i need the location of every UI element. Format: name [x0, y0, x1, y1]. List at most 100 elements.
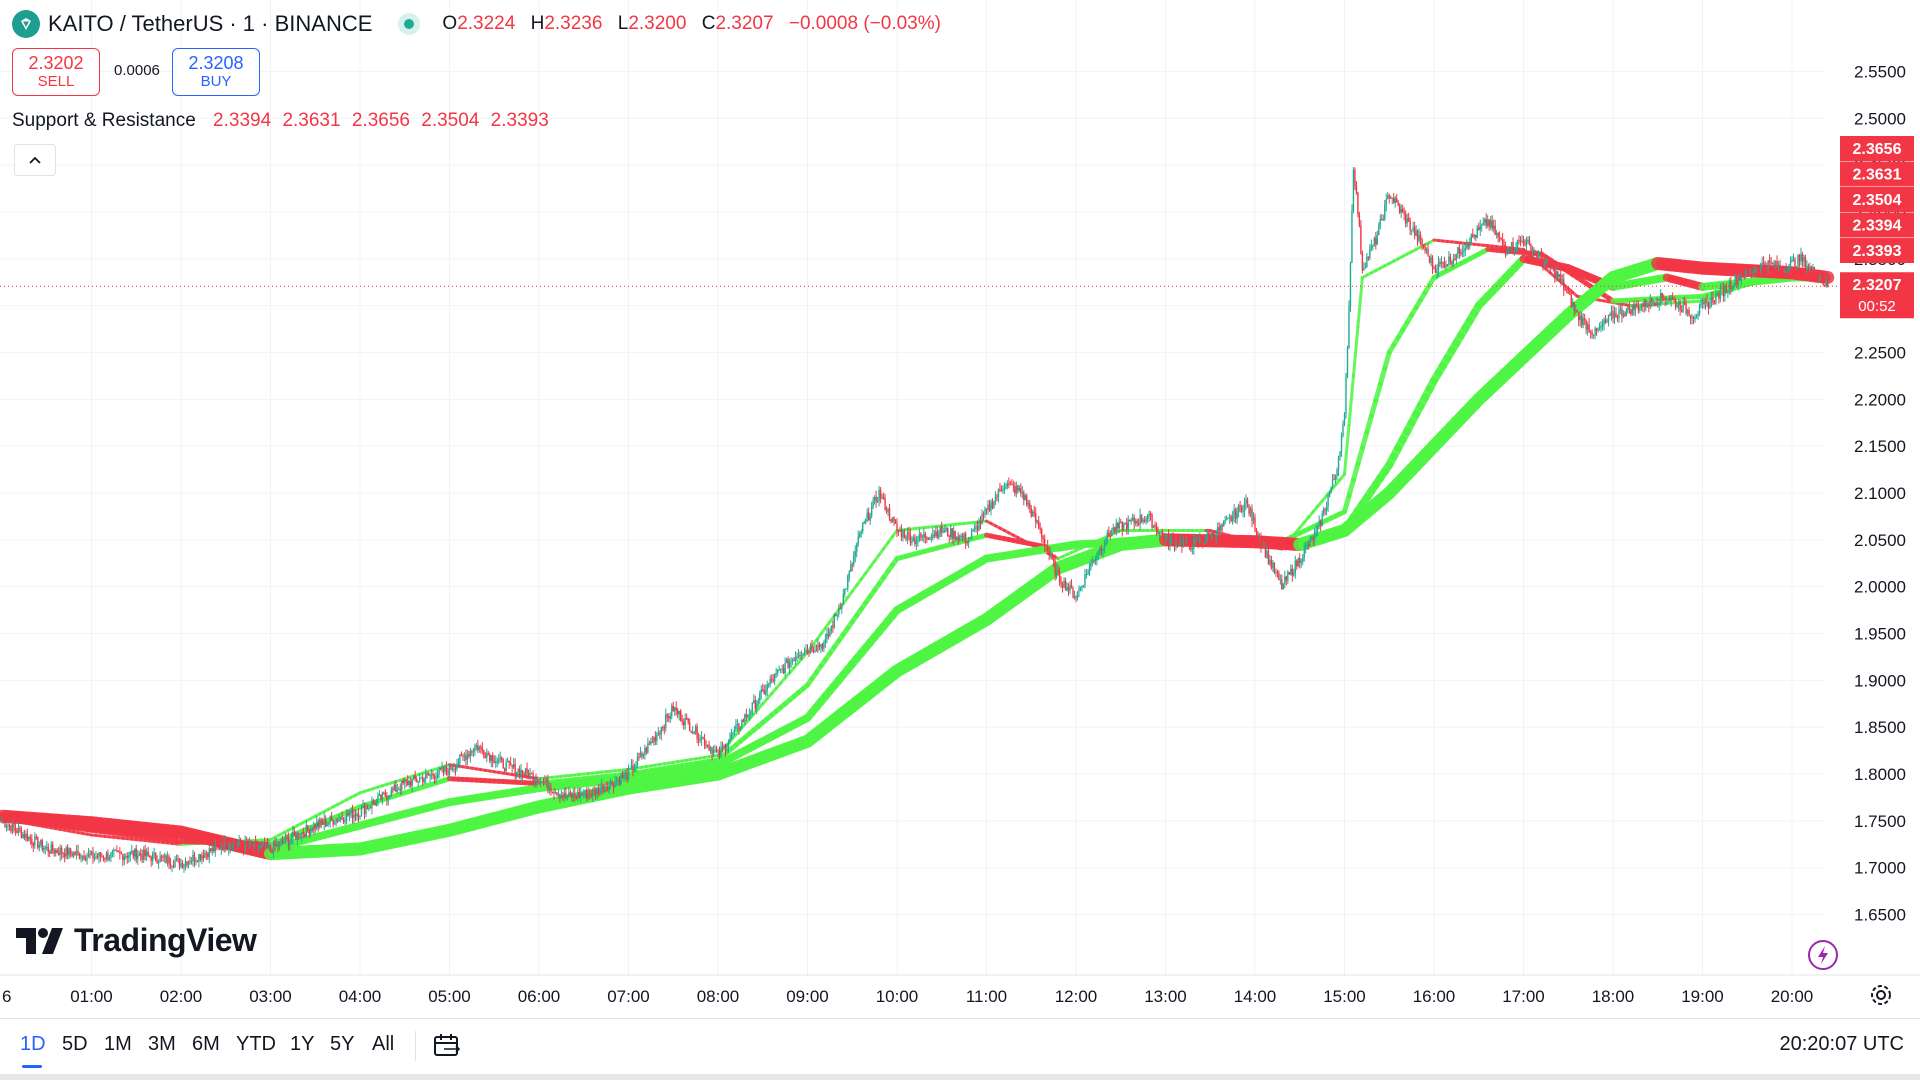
range-1m-button[interactable]: 1M — [104, 1033, 132, 1055]
close-value: 2.3207 — [715, 13, 774, 34]
candle-body — [1336, 469, 1338, 476]
candle-body — [1710, 297, 1713, 303]
range-1d-button[interactable]: 1D — [20, 1033, 46, 1055]
ribbon-segment — [1347, 374, 1355, 427]
candle-body — [1324, 509, 1326, 511]
candle-body — [269, 845, 272, 850]
high-value: 2.3236 — [544, 13, 603, 34]
candle-body — [92, 851, 94, 859]
candle-body — [308, 829, 310, 834]
candle-body — [589, 793, 591, 795]
candle-body — [911, 541, 913, 544]
candle-body — [1443, 262, 1446, 268]
candle-body — [1416, 230, 1419, 242]
lightning-icon[interactable] — [1806, 938, 1840, 972]
candle-body — [1731, 287, 1734, 289]
candle-body — [1637, 305, 1640, 311]
candle-body — [1413, 227, 1416, 236]
buy-button[interactable]: 2.3208 BUY — [172, 48, 260, 96]
candle-body — [1412, 227, 1414, 230]
candle-body — [1316, 525, 1319, 531]
candle-body — [990, 501, 992, 511]
candle-body — [1664, 298, 1666, 301]
range-1y-button[interactable]: 1Y — [290, 1033, 315, 1055]
candle-body — [524, 768, 527, 776]
candle-body — [465, 755, 467, 761]
candle-body — [433, 775, 436, 779]
candle-body — [229, 846, 231, 849]
candle-body — [131, 851, 133, 853]
candle-body — [1521, 240, 1523, 242]
candle-body — [389, 796, 391, 798]
candle-body — [741, 720, 743, 728]
candle-body — [111, 851, 114, 853]
gear-icon[interactable] — [1868, 982, 1894, 1008]
range-ytd-button[interactable]: YTD — [236, 1033, 276, 1055]
candle-body — [108, 857, 111, 860]
candle-body — [832, 625, 834, 628]
candle-body — [481, 747, 484, 751]
candle-body — [793, 659, 795, 661]
candle-body — [1607, 314, 1610, 321]
candle-body — [360, 808, 363, 816]
candle-body — [1308, 544, 1310, 547]
collapse-legend-button[interactable] — [14, 144, 56, 176]
candle-body — [451, 769, 454, 771]
time-tick-label: 18:00 — [1592, 987, 1635, 1006]
candle-body — [806, 649, 809, 651]
candle-body — [547, 778, 549, 790]
candle-body — [1718, 293, 1720, 299]
candle-body — [483, 750, 485, 756]
candle-body — [242, 846, 245, 851]
candle-body — [1249, 508, 1252, 514]
candle-body — [935, 531, 937, 536]
candle-body — [863, 521, 865, 524]
candle-body — [128, 855, 130, 858]
candle-body — [1683, 303, 1686, 305]
range-5y-button[interactable]: 5Y — [330, 1033, 355, 1055]
candle-body — [378, 794, 381, 796]
symbol-title[interactable]: KAITO / TetherUS · 1 · BINANCE — [48, 11, 373, 36]
candle-body — [107, 852, 109, 860]
candle-body — [656, 734, 658, 742]
range-5d-button[interactable]: 5D — [62, 1033, 88, 1055]
utc-clock[interactable]: 20:20:07 UTC — [1779, 1033, 1904, 1055]
price-tag-label: 2.3631 — [1853, 167, 1902, 184]
candle-body — [1379, 219, 1381, 226]
candle-body — [677, 710, 679, 715]
candle-body — [1173, 540, 1176, 547]
indicator-legend[interactable]: Support & Resistance 2.3394 2.3631 2.365… — [12, 110, 549, 132]
candle-body — [1176, 540, 1179, 546]
candle-body — [40, 840, 42, 845]
symbol-header: KAITO / TetherUS · 1 · BINANCE O2.3224 H… — [12, 8, 941, 40]
candle-body — [78, 852, 81, 859]
candle-body — [1239, 505, 1241, 507]
range-6m-button[interactable]: 6M — [192, 1033, 220, 1055]
tradingview-logo[interactable]: TradingView — [16, 922, 257, 959]
candle-body — [236, 845, 239, 847]
candle-body — [1666, 299, 1668, 301]
range-all-button[interactable]: All — [372, 1033, 395, 1055]
candle-body — [1296, 560, 1298, 567]
candle-body — [1491, 220, 1493, 229]
candle-body — [16, 830, 18, 833]
candle-body — [1655, 303, 1657, 306]
candle-body — [644, 747, 646, 755]
range-3m-button[interactable]: 3M — [148, 1033, 176, 1055]
candle-body — [290, 838, 293, 841]
candle-body — [879, 489, 882, 499]
candle-body — [286, 836, 288, 838]
sell-button[interactable]: 2.3202 SELL — [12, 48, 100, 96]
candle-body — [1518, 240, 1520, 242]
candle-body — [1396, 198, 1398, 203]
calendar-range-icon[interactable] — [432, 1031, 462, 1061]
candle-body — [908, 532, 910, 535]
candle-body — [1704, 300, 1707, 305]
candle-body — [760, 689, 762, 694]
candle-body — [1075, 596, 1077, 599]
candle-body — [166, 856, 169, 863]
candle-body — [480, 747, 482, 749]
candle-body — [31, 838, 33, 844]
candle-body — [961, 535, 964, 539]
